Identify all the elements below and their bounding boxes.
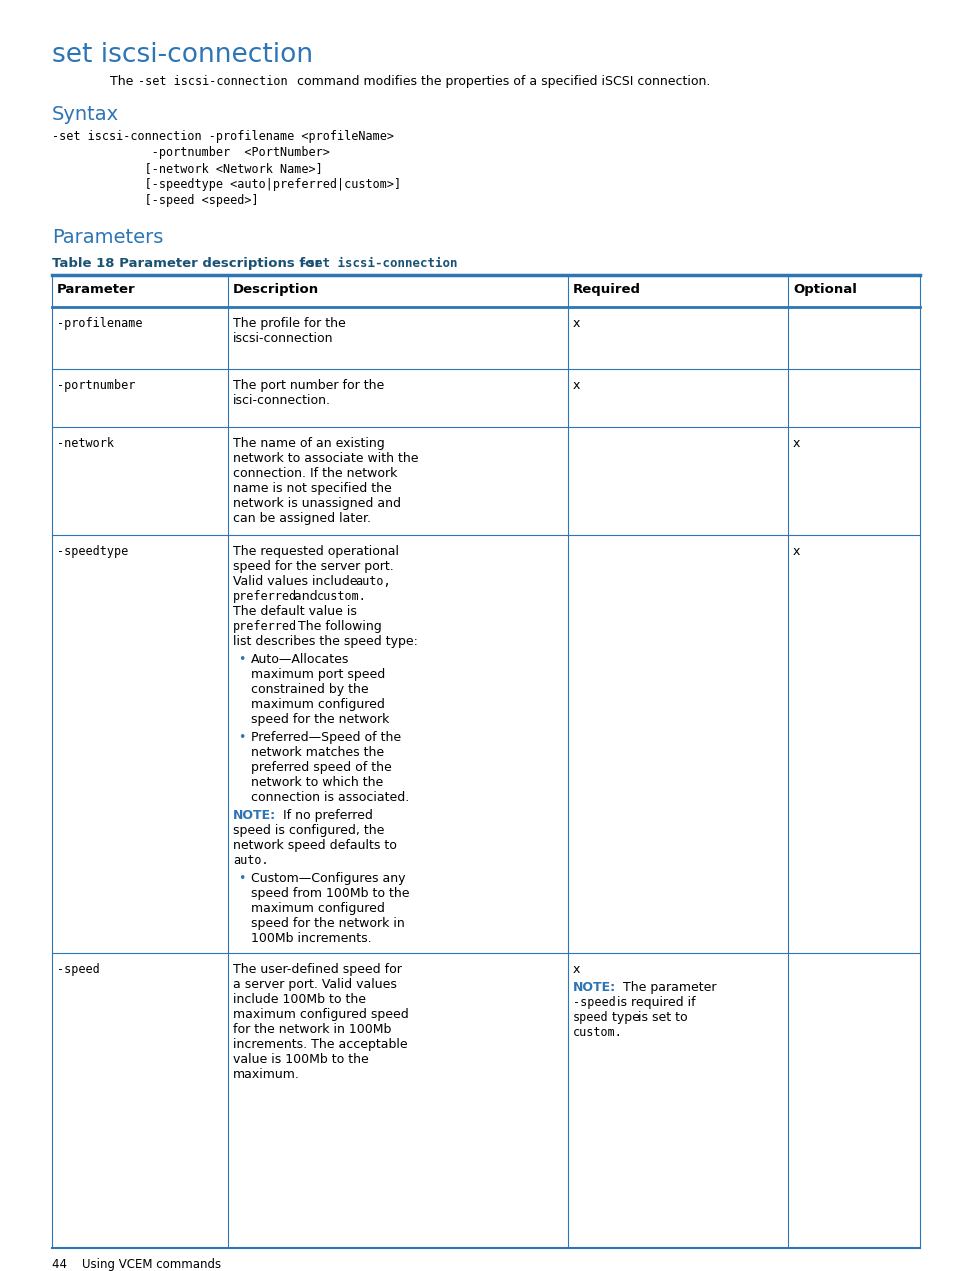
Text: is set to: is set to [638, 1010, 687, 1024]
Text: x: x [573, 963, 579, 976]
Text: is required if: is required if [613, 996, 695, 1009]
Text: Auto—Allocates: Auto—Allocates [251, 653, 349, 666]
Text: -speed: -speed [573, 996, 615, 1009]
Text: The default value is: The default value is [233, 605, 356, 618]
Text: speed for the server port.: speed for the server port. [233, 561, 394, 573]
Text: The: The [110, 75, 137, 88]
Text: speed for the network: speed for the network [251, 713, 389, 726]
Text: NOTE:: NOTE: [233, 810, 275, 822]
Text: •: • [237, 731, 245, 744]
Text: The profile for the
iscsi-connection: The profile for the iscsi-connection [233, 316, 345, 344]
Text: x: x [792, 545, 800, 558]
Text: -profilename: -profilename [57, 316, 142, 330]
Text: preferred: preferred [233, 590, 296, 602]
Text: [-speedtype <auto|preferred|custom>]: [-speedtype <auto|preferred|custom>] [52, 178, 400, 191]
Text: x: x [573, 379, 579, 391]
Text: Table 18 Parameter descriptions for: Table 18 Parameter descriptions for [52, 257, 325, 269]
Text: set iscsi-connection: set iscsi-connection [52, 42, 313, 69]
Text: -set iscsi-connection: -set iscsi-connection [299, 257, 457, 269]
Text: Description: Description [233, 283, 319, 296]
Text: auto.: auto. [233, 854, 269, 867]
Text: constrained by the: constrained by the [251, 683, 368, 697]
Text: network speed defaults to: network speed defaults to [233, 839, 396, 852]
Text: speed is configured, the: speed is configured, the [233, 824, 384, 838]
Text: The name of an existing
network to associate with the
connection. If the network: The name of an existing network to assoc… [233, 437, 418, 525]
Text: [-speed <speed>]: [-speed <speed>] [52, 194, 258, 207]
Text: -set iscsi-connection -profilename <profileName>: -set iscsi-connection -profilename <prof… [52, 130, 394, 144]
Text: x: x [792, 437, 800, 450]
Text: •: • [237, 653, 245, 666]
Text: maximum port speed: maximum port speed [251, 669, 385, 681]
Text: maximum configured: maximum configured [251, 698, 384, 710]
Text: The port number for the
isci-connection.: The port number for the isci-connection. [233, 379, 384, 407]
Text: list describes the speed type:: list describes the speed type: [233, 636, 417, 648]
Text: speed from 100Mb to the: speed from 100Mb to the [251, 887, 409, 900]
Text: -speed: -speed [57, 963, 100, 976]
Text: and: and [290, 590, 321, 602]
Text: command modifies the properties of a specified iSCSI connection.: command modifies the properties of a spe… [293, 75, 710, 88]
Text: type: type [607, 1010, 643, 1024]
Text: auto,: auto, [355, 574, 390, 588]
Text: NOTE:: NOTE: [573, 981, 616, 994]
Text: Optional: Optional [792, 283, 856, 296]
Text: custom.: custom. [573, 1026, 622, 1038]
Text: x: x [573, 316, 579, 330]
Text: maximum configured: maximum configured [251, 902, 384, 915]
Text: Parameter: Parameter [57, 283, 135, 296]
Text: Valid values include: Valid values include [233, 574, 361, 588]
Text: . The following: . The following [290, 620, 381, 633]
Text: Preferred—Speed of the: Preferred—Speed of the [251, 731, 400, 744]
Text: -set iscsi-connection: -set iscsi-connection [138, 75, 287, 88]
Text: custom.: custom. [316, 590, 367, 602]
Text: Syntax: Syntax [52, 105, 119, 125]
Text: 44    Using VCEM commands: 44 Using VCEM commands [52, 1258, 221, 1271]
Text: -portnumber  <PortNumber>: -portnumber <PortNumber> [52, 146, 330, 159]
Text: 100Mb increments.: 100Mb increments. [251, 932, 372, 946]
Text: speed for the network in: speed for the network in [251, 916, 404, 930]
Text: Required: Required [573, 283, 640, 296]
Text: speed: speed [573, 1010, 608, 1024]
Text: Custom—Configures any: Custom—Configures any [251, 872, 405, 885]
Text: The user-defined speed for
a server port. Valid values
include 100Mb to the
maxi: The user-defined speed for a server port… [233, 963, 408, 1082]
Text: Parameters: Parameters [52, 228, 163, 247]
Text: preferred speed of the: preferred speed of the [251, 761, 392, 774]
Text: -network: -network [57, 437, 113, 450]
Text: The requested operational: The requested operational [233, 545, 398, 558]
Text: •: • [237, 872, 245, 885]
Text: connection is associated.: connection is associated. [251, 791, 409, 805]
Text: [-network <Network Name>]: [-network <Network Name>] [52, 161, 322, 175]
Text: If no preferred: If no preferred [274, 810, 373, 822]
Text: -portnumber: -portnumber [57, 379, 135, 391]
Text: -speedtype: -speedtype [57, 545, 128, 558]
Text: network to which the: network to which the [251, 777, 383, 789]
Text: network matches the: network matches the [251, 746, 384, 759]
Text: preferred: preferred [233, 620, 296, 633]
Text: The parameter: The parameter [615, 981, 716, 994]
